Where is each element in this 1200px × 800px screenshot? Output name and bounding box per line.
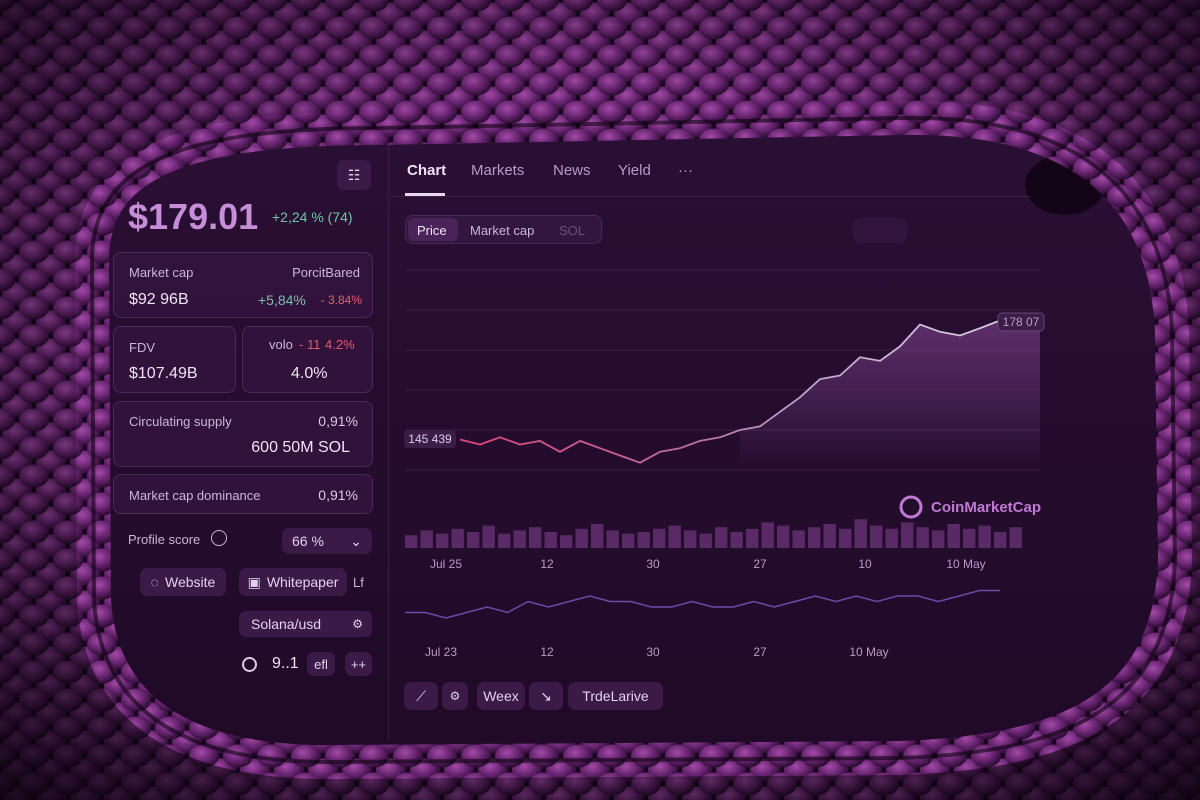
trend-tool[interactable]: ↘ (529, 682, 563, 710)
toggle[interactable]: Price (417, 223, 447, 238)
volume-bar (405, 535, 418, 548)
tab[interactable]: Yield (618, 162, 651, 179)
x-tick-label: 10 May (849, 645, 888, 659)
volume-bar (963, 528, 976, 548)
volume-bar (715, 527, 728, 548)
volume-bar (901, 522, 914, 548)
volume-bar (1009, 527, 1022, 548)
volume-bar (420, 530, 433, 548)
x-tick-label: 10 (858, 557, 872, 571)
volume-bar (823, 524, 836, 548)
x-tick-label: Jul 25 (430, 557, 462, 571)
toggle[interactable]: SOL (559, 223, 586, 238)
toggle[interactable]: Market cap (470, 223, 535, 238)
x-tick-label: 30 (646, 645, 660, 659)
volume-bar (622, 533, 635, 548)
volume-bar (699, 533, 712, 548)
volume-bar (653, 528, 666, 548)
tab[interactable]: News (553, 162, 591, 179)
tab[interactable]: Markets (471, 162, 525, 179)
x-tick-label: 27 (753, 645, 767, 659)
watermark: CoinMarketCap (931, 499, 1041, 516)
trade-button[interactable]: TrdeLarive (568, 682, 663, 710)
x-tick-label: 30 (646, 557, 660, 571)
volume-bar (730, 532, 743, 548)
volume-bar (637, 532, 650, 548)
volume-bar (839, 528, 852, 548)
weex-button[interactable]: Weex (477, 682, 525, 710)
logo (899, 495, 923, 519)
volume-bar (916, 527, 929, 548)
volume-bar (978, 525, 991, 548)
volume-bar (513, 530, 526, 548)
low-label: 145 439 (408, 432, 452, 446)
volume-bar (932, 530, 945, 548)
tab[interactable]: Chart (407, 162, 447, 179)
volume-bar (668, 525, 681, 548)
volume-bar (854, 519, 867, 548)
x-tick-label: Jul 23 (425, 645, 457, 659)
volume-bar (684, 530, 697, 548)
volume-bar (575, 528, 588, 548)
volume-bar (482, 525, 495, 548)
overview-line (405, 589, 1000, 619)
settings-tool[interactable]: ⚙ (442, 682, 468, 710)
volume-bar (606, 530, 619, 548)
label: Weex (483, 688, 519, 704)
x-tick-label: 27 (753, 557, 767, 571)
volume-bar (591, 524, 604, 548)
label: TrdeLarive (582, 688, 649, 704)
volume-bar (544, 532, 557, 548)
volume-bar (498, 533, 511, 548)
line-tool[interactable]: ⟋ (404, 682, 438, 710)
x-tick-label: 12 (540, 557, 554, 571)
high-label: 178 07 (1003, 315, 1040, 329)
volume-bar (870, 525, 883, 548)
tab[interactable]: ··· (678, 162, 693, 179)
volume-bar (436, 533, 449, 548)
volume-bar (994, 532, 1007, 548)
volume-bar (947, 524, 960, 548)
volume-bar (792, 530, 805, 548)
x-tick-label: 10 May (946, 557, 985, 571)
volume-bar (808, 527, 821, 548)
volume-bar (885, 528, 898, 548)
volume-bar (560, 535, 573, 548)
volume-bar (467, 532, 480, 548)
volume-bar (746, 528, 759, 548)
volume-bar (529, 527, 542, 548)
volume-bar (451, 528, 464, 548)
price-area (740, 320, 1040, 470)
volume-bar (761, 522, 774, 548)
volume-bar (777, 525, 790, 548)
x-tick-label: 12 (540, 645, 554, 659)
